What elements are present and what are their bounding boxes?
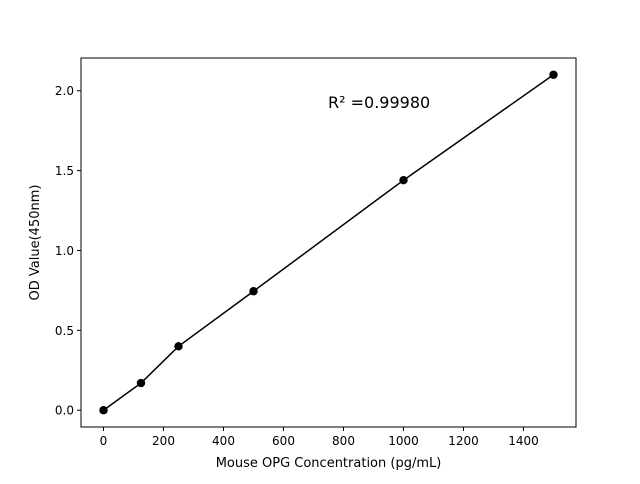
y-axis-label: OD Value(450nm) xyxy=(28,185,43,301)
data-point xyxy=(99,406,108,415)
y-tick-label: 2.0 xyxy=(55,84,74,98)
x-tick-label: 600 xyxy=(272,434,295,448)
y-tick-label: 0.0 xyxy=(55,404,74,418)
x-tick-label: 800 xyxy=(332,434,355,448)
x-tick-label: 1400 xyxy=(508,434,539,448)
x-axis-label: Mouse OPG Concentration (pg/mL) xyxy=(216,456,442,471)
y-tick-label: 0.5 xyxy=(55,324,74,338)
x-tick-label: 400 xyxy=(212,434,235,448)
data-point xyxy=(399,176,408,185)
x-tick-label: 200 xyxy=(152,434,175,448)
y-tick-label: 1.0 xyxy=(55,244,74,258)
x-tick-label: 1000 xyxy=(388,434,419,448)
x-tick-label: 0 xyxy=(100,434,108,448)
data-point xyxy=(174,342,183,351)
y-tick-label: 1.5 xyxy=(55,164,74,178)
fit-line xyxy=(103,74,554,411)
data-point xyxy=(549,70,558,79)
plot-area xyxy=(80,57,577,428)
r-squared-annotation: R² =0.99980 xyxy=(328,93,430,112)
x-tick-label: 1200 xyxy=(448,434,479,448)
data-point xyxy=(136,378,146,388)
data-point xyxy=(249,287,258,296)
